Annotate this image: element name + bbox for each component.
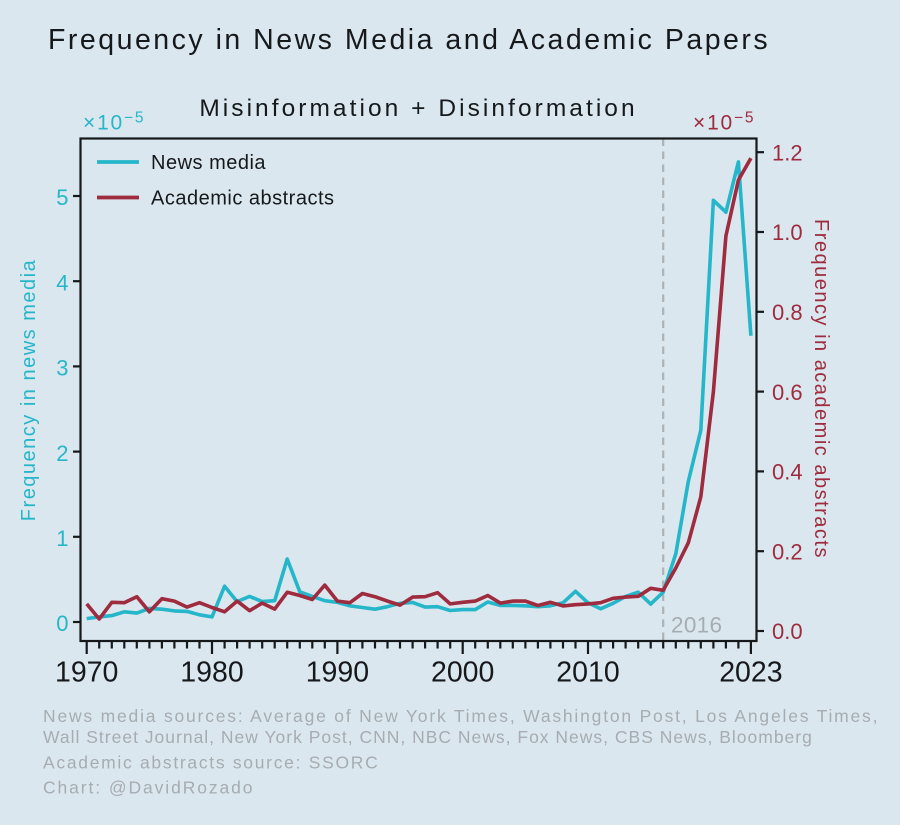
svg-text:Frequency in News Media and Ac: Frequency in News Media and Academic Pap… bbox=[48, 24, 770, 56]
svg-text:1970: 1970 bbox=[55, 657, 118, 689]
svg-text:0.6: 0.6 bbox=[772, 380, 803, 405]
svg-text:Misinformation + Disinformatio: Misinformation + Disinformation bbox=[199, 95, 637, 122]
svg-text:1980: 1980 bbox=[180, 657, 243, 689]
svg-text:News media sources: Average of: News media sources: Average of New York … bbox=[43, 706, 879, 726]
svg-text:4: 4 bbox=[56, 270, 68, 295]
svg-text:0.8: 0.8 bbox=[772, 300, 803, 325]
svg-text:0.0: 0.0 bbox=[772, 619, 803, 644]
svg-text:5: 5 bbox=[56, 185, 68, 210]
svg-text:Frequency in news media: Frequency in news media bbox=[18, 259, 40, 521]
svg-text:Chart: @DavidRozado: Chart: @DavidRozado bbox=[43, 778, 254, 798]
svg-text:0.4: 0.4 bbox=[772, 460, 803, 485]
svg-text:0: 0 bbox=[56, 611, 68, 636]
svg-text:1: 1 bbox=[56, 526, 68, 551]
svg-text:3: 3 bbox=[56, 356, 68, 381]
svg-text:Frequency in academic abstract: Frequency in academic abstracts bbox=[810, 219, 832, 559]
svg-text:0.2: 0.2 bbox=[772, 539, 803, 564]
svg-text:Academic abstracts source: SSO: Academic abstracts source: SSORC bbox=[43, 753, 379, 773]
svg-text:Academic abstracts: Academic abstracts bbox=[151, 188, 335, 210]
svg-text:2000: 2000 bbox=[431, 657, 494, 689]
svg-text:News media: News media bbox=[151, 152, 266, 174]
svg-text:2016: 2016 bbox=[671, 613, 722, 638]
svg-text:2: 2 bbox=[56, 441, 68, 466]
svg-text:2010: 2010 bbox=[556, 657, 619, 689]
svg-text:1.2: 1.2 bbox=[772, 140, 803, 165]
svg-text:2023: 2023 bbox=[719, 657, 782, 689]
svg-text:1990: 1990 bbox=[306, 657, 369, 689]
svg-text:Wall Street Journal, New York: Wall Street Journal, New York Post, CNN,… bbox=[43, 727, 813, 747]
svg-text:×10−5: ×10−5 bbox=[693, 110, 755, 135]
svg-text:1.0: 1.0 bbox=[772, 220, 803, 245]
